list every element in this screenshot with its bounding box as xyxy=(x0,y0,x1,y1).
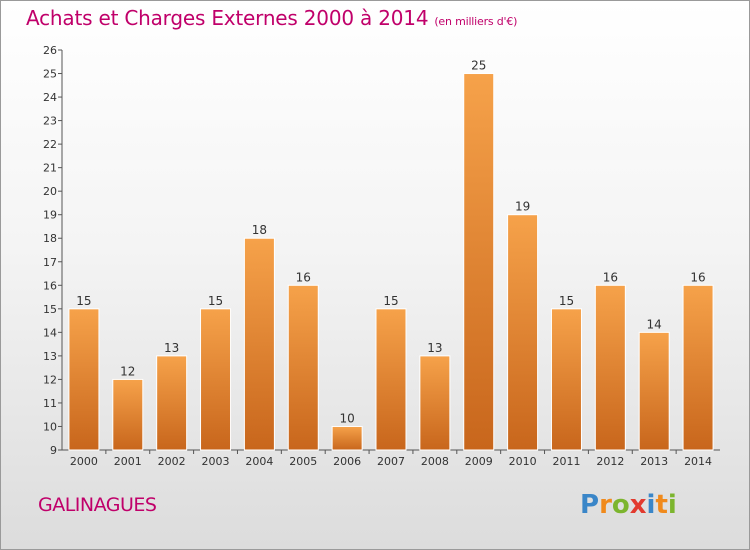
x-tick-label: 2004 xyxy=(245,455,273,468)
bar-value-label: 19 xyxy=(515,200,530,214)
x-tick-label: 2010 xyxy=(509,455,537,468)
bar-2006 xyxy=(331,425,363,451)
bar-value-label: 13 xyxy=(427,341,442,355)
logo-letter: P xyxy=(580,490,600,520)
logo-letter: o xyxy=(611,490,630,520)
x-tick-label: 2014 xyxy=(684,455,712,468)
y-tick-label: 17 xyxy=(43,256,57,269)
chart-title-text: Achats et Charges Externes 2000 à 2014 xyxy=(26,6,429,30)
y-tick-label: 15 xyxy=(43,303,57,316)
bar-value-label: 18 xyxy=(252,223,267,237)
y-tick-label: 16 xyxy=(43,279,57,292)
bar-2010 xyxy=(507,214,539,451)
x-tick-label: 2005 xyxy=(289,455,317,468)
bar-2008 xyxy=(419,355,451,451)
bar-2002 xyxy=(156,355,188,451)
x-tick-label: 2006 xyxy=(333,455,361,468)
bar-2009 xyxy=(463,73,495,451)
bar-2004 xyxy=(243,237,275,451)
bar-value-label: 13 xyxy=(164,341,179,355)
x-tick-label: 2002 xyxy=(158,455,186,468)
x-tick-label: 2001 xyxy=(114,455,142,468)
bar-2014 xyxy=(682,284,714,451)
x-tick-label: 2007 xyxy=(377,455,405,468)
bar-2013 xyxy=(638,331,670,451)
bar-2001 xyxy=(112,378,144,451)
x-tick-label: 2008 xyxy=(421,455,449,468)
x-tick-label: 2003 xyxy=(202,455,230,468)
bars: 15 12 13 15 18 16 10 15 13 25 19 15 16 14 16 xyxy=(68,59,714,451)
y-tick-label: 26 xyxy=(43,44,57,57)
bar-2012 xyxy=(594,284,626,451)
x-tick-label: 2011 xyxy=(552,455,580,468)
logo-letter: t xyxy=(655,490,668,520)
bar-value-label: 12 xyxy=(120,364,135,378)
bar-2003 xyxy=(200,308,232,451)
bar-value-label: 15 xyxy=(383,294,398,308)
bar-value-label: 14 xyxy=(647,317,662,331)
x-tick-label: 2009 xyxy=(465,455,493,468)
y-tick-label: 24 xyxy=(43,91,57,104)
y-tick-label: 18 xyxy=(43,232,57,245)
x-tick-label: 2000 xyxy=(70,455,98,468)
y-axis: 9 10 11 12 13 14 15 16 17 18 19 20 21 22 23 24 25 26 xyxy=(43,44,63,457)
logo-letter: x xyxy=(629,490,647,520)
bar-2000 xyxy=(68,308,100,451)
y-tick-label: 10 xyxy=(43,420,57,433)
bar-value-label: 16 xyxy=(296,270,311,284)
bar-value-label: 15 xyxy=(559,294,574,308)
logo-letter: r xyxy=(599,490,612,520)
y-tick-label: 22 xyxy=(43,138,57,151)
chart-unit: (en milliers d'€) xyxy=(434,15,518,28)
bar-2011 xyxy=(550,308,582,451)
x-tick-label: 2013 xyxy=(640,455,668,468)
bar-value-label: 15 xyxy=(208,294,223,308)
x-tick-label: 2012 xyxy=(596,455,624,468)
y-tick-label: 21 xyxy=(43,162,57,175)
bar-value-label: 16 xyxy=(690,270,705,284)
y-tick-label: 23 xyxy=(43,115,57,128)
bar-value-label: 15 xyxy=(76,294,91,308)
y-tick-label: 25 xyxy=(43,68,57,81)
bar-2005 xyxy=(287,284,319,451)
y-tick-label: 9 xyxy=(50,444,57,457)
y-tick-label: 20 xyxy=(43,185,57,198)
y-tick-label: 11 xyxy=(43,397,57,410)
y-tick-label: 14 xyxy=(43,326,57,339)
logo-letter: i xyxy=(646,490,656,520)
y-tick-label: 12 xyxy=(43,373,57,386)
proxiti-logo: Proxiti xyxy=(580,490,677,520)
y-tick-label: 19 xyxy=(43,209,57,222)
bar-2007 xyxy=(375,308,407,451)
logo-letter: i xyxy=(667,490,677,520)
bar-value-label: 25 xyxy=(471,59,486,73)
chart-title: Achats et Charges Externes 2000 à 2014 (e… xyxy=(26,6,517,30)
bar-value-label: 16 xyxy=(603,270,618,284)
x-axis: 2000 2001 2002 2003 2004 2005 2006 2007 2008 2009… xyxy=(62,449,720,468)
commune-name: GALINAGUES xyxy=(38,494,157,516)
bar-value-label: 10 xyxy=(339,411,354,425)
y-tick-label: 13 xyxy=(43,350,57,363)
